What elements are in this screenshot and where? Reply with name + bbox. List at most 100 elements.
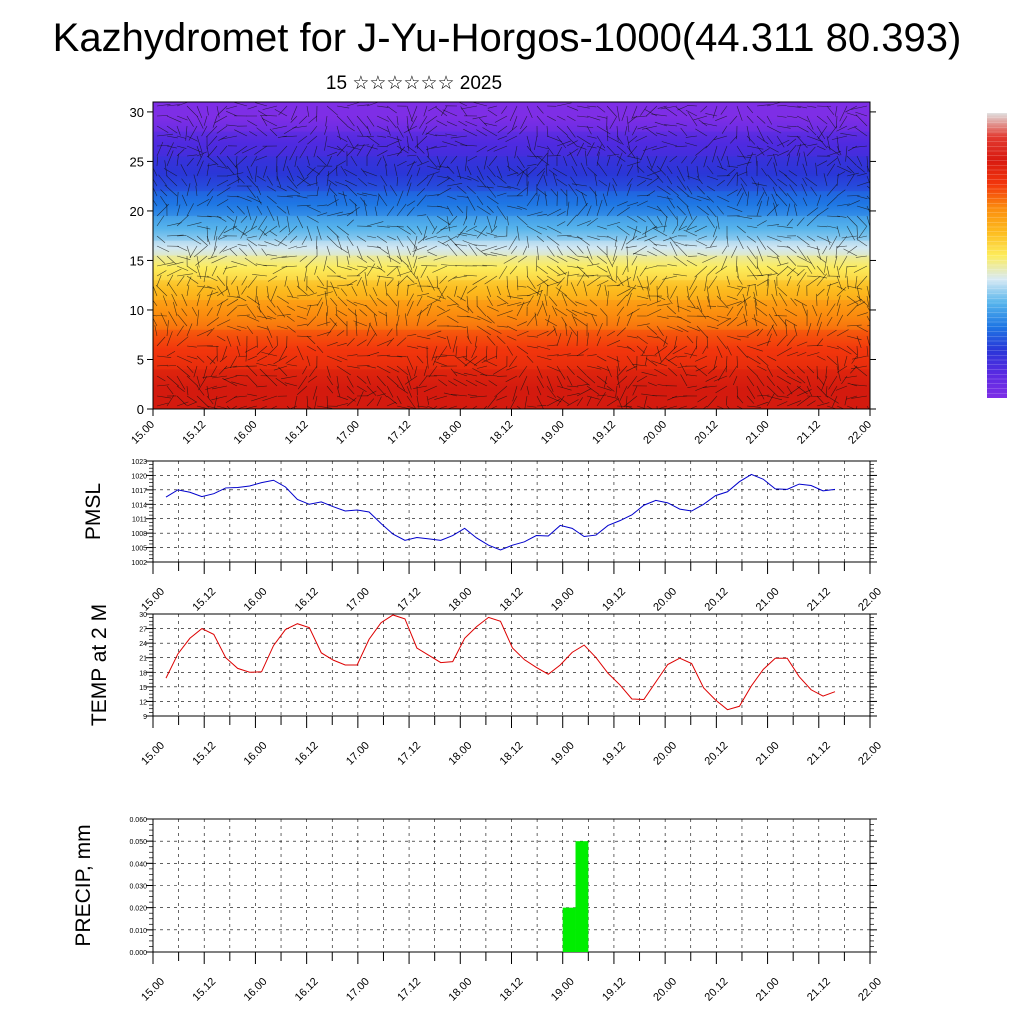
series-line (165, 614, 836, 711)
x-tick-label: 17.00 (344, 976, 372, 1004)
heatmap-band (153, 131, 870, 157)
y-tick-label: 1023 (131, 459, 147, 466)
x-tick-label: 15.12 (180, 419, 208, 447)
x-tick-label: 20.12 (703, 586, 731, 614)
heatmap-band (153, 329, 870, 370)
x-tick-label: 16.12 (293, 740, 321, 768)
x-tick-label: 15.00 (139, 740, 167, 768)
x-tick-label: 21.12 (805, 586, 833, 614)
x-tick-label: 20.12 (703, 740, 731, 768)
heatmap-band (153, 191, 870, 216)
y-axis-label: TEMP at 2 M (88, 604, 111, 726)
y-tick-label: 0.050 (129, 839, 147, 846)
heatmap-band (153, 156, 870, 192)
y-tick-label: 0.040 (129, 861, 147, 868)
x-tick-label: 17.00 (344, 586, 372, 614)
x-tick-label: 17.12 (395, 586, 423, 614)
y-tick-label: 15 (130, 253, 144, 268)
y-tick-label: 5 (137, 352, 144, 367)
x-tick-label: 20.12 (693, 419, 721, 447)
x-tick-label: 16.12 (283, 419, 311, 447)
y-tick-label: 30 (130, 105, 144, 120)
y-tick-label: 20 (130, 204, 144, 219)
y-tick-label: 24 (139, 641, 147, 648)
series-line (165, 473, 836, 551)
x-tick-label: 15.12 (190, 976, 218, 1004)
heatmap-band (153, 369, 870, 409)
y-tick-label: 0.030 (129, 884, 147, 891)
y-tick-label: 1002 (131, 560, 147, 567)
x-tick-label: 16.12 (293, 976, 321, 1004)
y-tick-label: 1005 (131, 546, 147, 553)
x-tick-label: 16.00 (232, 419, 260, 447)
grid-lines (153, 460, 870, 563)
precip-bar (575, 841, 589, 952)
x-tick-label: 16.00 (242, 976, 270, 1004)
x-tick-label: 20.00 (651, 740, 679, 768)
colorbar (987, 113, 1007, 398)
x-tick-label: 17.00 (344, 740, 372, 768)
x-tick-label: 19.00 (549, 586, 577, 614)
x-tick-label: 22.00 (856, 586, 884, 614)
x-tick-label: 17.12 (385, 419, 413, 447)
x-tick-label: 15.00 (139, 586, 167, 614)
x-tick-label: 16.00 (242, 586, 270, 614)
x-tick-label: 18.12 (498, 586, 526, 614)
x-tick-label: 22.00 (846, 419, 874, 447)
x-tick-label: 19.00 (539, 419, 567, 447)
x-tick-label: 16.00 (242, 740, 270, 768)
y-axis-label: PMSL (82, 483, 105, 540)
y-tick-label: 0.010 (129, 928, 147, 935)
y-tick-label: 1008 (131, 531, 147, 538)
y-tick-label: 0.000 (129, 950, 147, 957)
x-tick-label: 19.00 (549, 740, 577, 768)
x-tick-label: 21.00 (754, 586, 782, 614)
y-tick-label: 0.020 (129, 906, 147, 913)
y-tick-label: 30 (139, 612, 147, 619)
wind-vectors (152, 101, 871, 410)
x-tick-label: 18.12 (498, 976, 526, 1004)
y-tick-label: 1017 (131, 488, 147, 495)
x-tick-label: 16.12 (293, 586, 321, 614)
x-tick-label: 15.00 (139, 976, 167, 1004)
x-tick-label: 19.00 (549, 976, 577, 1004)
x-tick-label: 15.12 (190, 740, 218, 768)
y-tick-label: 1011 (132, 517, 147, 524)
x-tick-label: 20.12 (703, 976, 731, 1004)
y-axis-label: PRECIP, mm (72, 824, 95, 946)
x-tick-label: 22.00 (856, 976, 884, 1004)
y-tick-label: 18 (139, 670, 147, 677)
y-tick-label: 15 (139, 685, 147, 692)
y-tick-label: 1020 (131, 473, 147, 480)
y-tick-label: 27 (139, 627, 147, 634)
page-subtitle: 15 ☆☆☆☆☆☆ 2025 (325, 73, 503, 94)
page-title: Kazhydromet for J-Yu-Horgos-1000(44.311 … (52, 16, 962, 60)
y-tick-label: 0.060 (129, 817, 147, 824)
x-tick-label: 21.00 (754, 740, 782, 768)
x-tick-label: 19.12 (590, 419, 618, 447)
x-tick-label: 19.12 (600, 586, 628, 614)
x-tick-label: 18.00 (446, 740, 474, 768)
x-tick-label: 20.00 (641, 419, 669, 447)
x-tick-label: 18.00 (436, 419, 464, 447)
heatmap-band (153, 215, 870, 241)
x-tick-label: 18.12 (488, 419, 516, 447)
x-tick-label: 15.12 (190, 586, 218, 614)
x-tick-label: 17.12 (395, 740, 423, 768)
y-tick-label: 21 (139, 656, 147, 663)
x-tick-label: 17.12 (395, 976, 423, 1004)
x-tick-label: 20.00 (651, 976, 679, 1004)
x-tick-label: 22.00 (856, 740, 884, 768)
x-tick-label: 19.12 (600, 740, 628, 768)
y-tick-label: 9 (143, 714, 147, 721)
x-tick-label: 21.12 (805, 740, 833, 768)
y-tick-label: 25 (130, 154, 144, 169)
heatmap-band (153, 240, 870, 256)
x-tick-label: 18.12 (498, 740, 526, 768)
heatmap-band (153, 300, 870, 330)
heatmap-band (153, 102, 870, 132)
x-tick-label: 18.00 (446, 586, 474, 614)
precip-bar (562, 907, 576, 952)
y-tick-label: 12 (139, 699, 147, 706)
